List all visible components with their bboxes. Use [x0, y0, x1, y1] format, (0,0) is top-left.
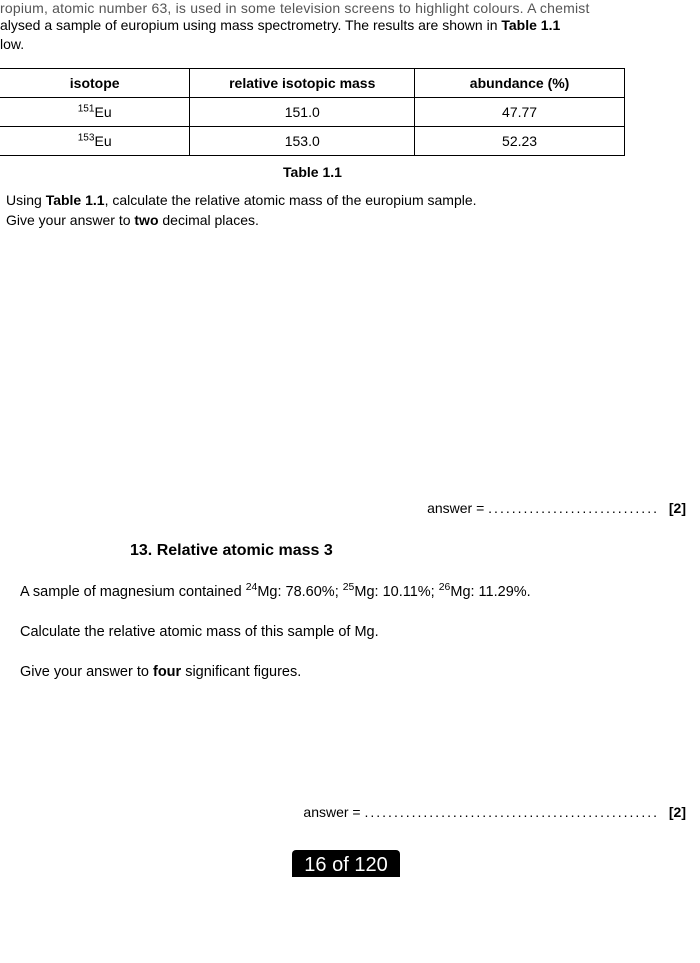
answer-dots: ............................. [488, 500, 659, 516]
q12-l2c: decimal places. [159, 212, 259, 228]
table-caption: Table 1.1 [0, 164, 625, 180]
iso1-txt: Mg: 78.60%; [257, 584, 342, 600]
isotope-table: isotope relative isotopic mass abundance… [0, 68, 625, 156]
q12-text: Using Table 1.1, calculate the relative … [0, 190, 692, 231]
answer-dots: ........................................… [365, 804, 659, 820]
iso3-txt: Mg: 11.29%. [450, 584, 530, 600]
cell-isotope: 151Eu [0, 97, 190, 126]
element-symbol: Eu [95, 104, 112, 120]
q12-answer-line: answer = ............................. [… [0, 500, 692, 516]
q13-l1a: A sample of magnesium contained [20, 584, 246, 600]
intro-text: alysed a sample of europium using mass s… [0, 16, 692, 62]
q12-l1c: , calculate the relative atomic mass of … [105, 192, 477, 208]
table-header-row: isotope relative isotopic mass abundance… [0, 68, 625, 97]
intro-table-ref: Table 1.1 [501, 17, 560, 33]
q12-l1a: Using [6, 192, 46, 208]
q12-l2b: two [134, 212, 158, 228]
cell-mass: 153.0 [190, 126, 415, 155]
marks-badge: [2] [669, 500, 686, 516]
q13-l3a: Give your answer to [20, 664, 153, 680]
q13-l3c: significant figures. [181, 664, 301, 680]
q13-answer-line: answer = ...............................… [0, 804, 692, 820]
iso2-txt: Mg: 10.11%; [354, 584, 438, 600]
th-isotope: isotope [0, 68, 190, 97]
section-13-heading: 13. Relative atomic mass 3 [130, 542, 692, 560]
table-row: 153Eu 153.0 52.23 [0, 126, 625, 155]
intro-line3: low. [0, 36, 24, 52]
iso3-sup: 26 [439, 583, 451, 594]
q13-text: A sample of magnesium contained 24Mg: 78… [0, 582, 692, 683]
table-row: 151Eu 151.0 47.77 [0, 97, 625, 126]
iso2-sup: 25 [343, 583, 355, 594]
q13-line2: Calculate the relative atomic mass of th… [20, 622, 682, 644]
page-root: ropium, atomic number 63, is used in som… [0, 0, 700, 877]
iso1-sup: 24 [246, 583, 258, 594]
intro-line2: alysed a sample of europium using mass s… [0, 17, 501, 33]
page-counter: 16 of 120 [292, 850, 399, 877]
element-symbol: Eu [95, 133, 112, 149]
mass-number: 153 [78, 132, 95, 143]
marks-badge: [2] [669, 804, 686, 820]
answer-label: answer = [427, 500, 488, 516]
cell-abundance: 47.77 [415, 97, 625, 126]
cell-isotope: 153Eu [0, 126, 190, 155]
cell-abundance: 52.23 [415, 126, 625, 155]
cell-mass: 151.0 [190, 97, 415, 126]
q13-l3b: four [153, 664, 181, 680]
q12-l2a: Give your answer to [6, 212, 134, 228]
mass-number: 151 [78, 103, 95, 114]
th-abundance: abundance (%) [415, 68, 625, 97]
page-counter-wrap: 16 of 120 [0, 820, 692, 877]
answer-label: answer = [303, 804, 364, 820]
th-mass: relative isotopic mass [190, 68, 415, 97]
q12-l1b: Table 1.1 [46, 192, 105, 208]
intro-cutoff-line: ropium, atomic number 63, is used in som… [0, 0, 692, 16]
